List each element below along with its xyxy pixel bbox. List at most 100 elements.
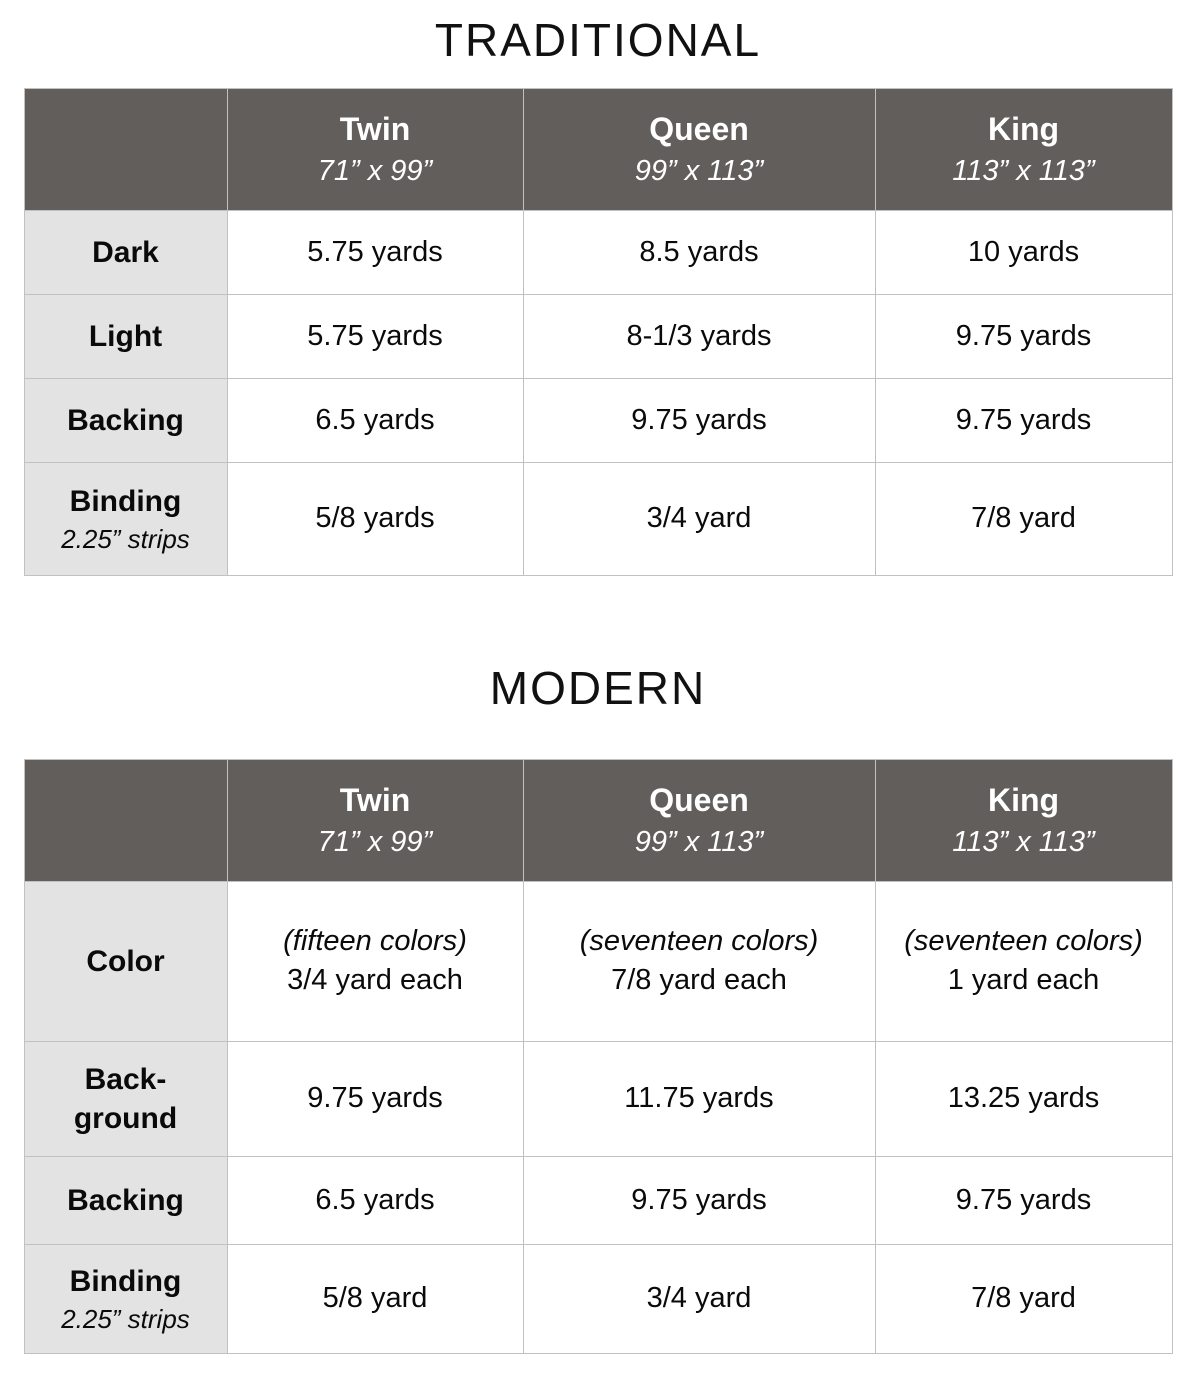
- column-header-twin: Twin 71” x 99”: [226, 758, 524, 882]
- value-cell: (seventeen colors) 7/8 yard each: [522, 880, 876, 1042]
- value-cell: 9.75 yards: [522, 1155, 876, 1245]
- yardage-value: 6.5 yards: [315, 403, 435, 436]
- value-cell: 3/4 yard: [522, 1243, 876, 1354]
- column-header-queen: Queen 99” x 113”: [522, 758, 876, 882]
- row-label-cell: Backing: [23, 1155, 228, 1245]
- value-cell: (fifteen colors) 3/4 yard each: [226, 880, 524, 1042]
- yardage-value: 5.75 yards: [307, 319, 443, 352]
- yardage-value: 9.75 yards: [307, 1082, 443, 1115]
- row-label: Binding: [69, 1265, 182, 1299]
- row-label-cell: Light: [23, 293, 228, 379]
- yardage-value: 3/4 yard: [646, 502, 752, 535]
- row-label: Backing: [67, 403, 184, 437]
- yardage-value: 9.75 yards: [631, 403, 767, 436]
- yardage-value: 7/8 yard: [971, 1282, 1076, 1315]
- value-cell: 6.5 yards: [226, 377, 524, 463]
- yardage-value: 9.75 yards: [955, 403, 1092, 436]
- size-dimensions: 71” x 99”: [317, 155, 433, 188]
- yardage-value: 10 yards: [967, 235, 1080, 268]
- size-dimensions: 113” x 113”: [952, 826, 1095, 859]
- row-label-cell: Backing: [23, 377, 228, 463]
- modern-table: Twin 71” x 99” Queen 99” x 113” King 113…: [23, 758, 1173, 1354]
- column-header-king: King 113” x 113”: [874, 87, 1173, 211]
- color-count-note: (seventeen colors): [904, 925, 1143, 958]
- table-row-binding: Binding 2.25” strips 5/8 yards 3/4 yard …: [23, 461, 1173, 576]
- value-cell: (seventeen colors) 1 yard each: [874, 880, 1173, 1042]
- value-cell: 9.75 yards: [226, 1040, 524, 1157]
- size-name: Twin: [339, 781, 411, 818]
- yardage-value: 3/4 yard: [646, 1282, 752, 1315]
- traditional-table: Twin 71” x 99” Queen 99” x 113” King 113…: [23, 87, 1173, 576]
- row-label: Back- ground: [73, 1062, 178, 1135]
- table-row-background: Back- ground 9.75 yards 11.75 yards 13.2…: [23, 1040, 1173, 1157]
- header-row: Twin 71” x 99” Queen 99” x 113” King 113…: [23, 758, 1173, 882]
- column-header-queen: Queen 99” x 113”: [522, 87, 876, 211]
- yardage-value: 5.75 yards: [307, 235, 443, 268]
- table-row-light: Light 5.75 yards 8-1/3 yards 9.75 yards: [23, 293, 1173, 379]
- table-row-binding: Binding 2.25” strips 5/8 yard 3/4 yard 7…: [23, 1243, 1173, 1354]
- row-sublabel: 2.25” strips: [61, 524, 190, 555]
- color-count-note: (seventeen colors): [579, 925, 819, 958]
- table-row-backing: Backing 6.5 yards 9.75 yards 9.75 yards: [23, 1155, 1173, 1245]
- row-label-cell: Back- ground: [23, 1040, 228, 1157]
- size-dimensions: 99” x 113”: [634, 155, 764, 188]
- yardage-value: 3/4 yard each: [287, 964, 463, 997]
- row-label-cell: Binding 2.25” strips: [23, 1243, 228, 1354]
- value-cell: 9.75 yards: [874, 377, 1173, 463]
- row-label: Light: [88, 319, 163, 353]
- header-row: Twin 71” x 99” Queen 99” x 113” King 113…: [23, 87, 1173, 211]
- column-header-twin: Twin 71” x 99”: [226, 87, 524, 211]
- size-dimensions: 113” x 113”: [952, 155, 1095, 188]
- value-cell: 5/8 yard: [226, 1243, 524, 1354]
- row-sublabel: 2.25” strips: [61, 1304, 190, 1335]
- value-cell: 5.75 yards: [226, 293, 524, 379]
- size-name: King: [987, 781, 1060, 818]
- yardage-value: 9.75 yards: [631, 1183, 767, 1216]
- yardage-value: 5/8 yard: [322, 1282, 428, 1315]
- value-cell: 9.75 yards: [874, 1155, 1173, 1245]
- yardage-value: 6.5 yards: [315, 1183, 435, 1216]
- yardage-value: 8.5 yards: [639, 235, 759, 268]
- value-cell: 6.5 yards: [226, 1155, 524, 1245]
- row-label-cell: Color: [23, 880, 228, 1042]
- size-name: Queen: [649, 110, 749, 147]
- value-cell: 5.75 yards: [226, 209, 524, 295]
- value-cell: 10 yards: [874, 209, 1173, 295]
- value-cell: 7/8 yard: [874, 461, 1173, 576]
- row-label: Color: [86, 944, 165, 978]
- corner-cell: [23, 87, 228, 211]
- size-name: King: [987, 110, 1060, 147]
- color-count-note: (fifteen colors): [283, 925, 467, 958]
- row-label-cell: Dark: [23, 209, 228, 295]
- yardage-value: 11.75 yards: [624, 1082, 774, 1115]
- column-header-king: King 113” x 113”: [874, 758, 1173, 882]
- corner-cell: [23, 758, 228, 882]
- value-cell: 8-1/3 yards: [522, 293, 876, 379]
- yardage-value: 13.25 yards: [947, 1082, 1100, 1115]
- row-label-cell: Binding 2.25” strips: [23, 461, 228, 576]
- traditional-title: TRADITIONAL: [434, 14, 762, 66]
- value-cell: 13.25 yards: [874, 1040, 1173, 1157]
- table-row-color: Color (fifteen colors) 3/4 yard each (se…: [23, 880, 1173, 1042]
- value-cell: 9.75 yards: [522, 377, 876, 463]
- yardage-value: 9.75 yards: [955, 1183, 1092, 1216]
- yardage-value: 5/8 yards: [315, 502, 435, 535]
- yardage-value: 8-1/3 yards: [626, 319, 772, 352]
- value-cell: 5/8 yards: [226, 461, 524, 576]
- size-name: Queen: [649, 781, 749, 818]
- size-dimensions: 71” x 99”: [317, 826, 433, 859]
- size-dimensions: 99” x 113”: [634, 826, 764, 859]
- size-name: Twin: [339, 110, 411, 147]
- table-row-backing: Backing 6.5 yards 9.75 yards 9.75 yards: [23, 377, 1173, 463]
- row-label: Binding: [69, 485, 182, 519]
- yardage-value: 9.75 yards: [955, 319, 1092, 352]
- value-cell: 8.5 yards: [522, 209, 876, 295]
- value-cell: 9.75 yards: [874, 293, 1173, 379]
- yardage-value: 7/8 yard: [971, 502, 1076, 535]
- row-label: Backing: [67, 1183, 184, 1217]
- row-label: Dark: [92, 235, 159, 269]
- modern-title: MODERN: [489, 661, 707, 714]
- yardage-value: 1 yard each: [947, 964, 1100, 997]
- yardage-value: 7/8 yard each: [611, 964, 787, 997]
